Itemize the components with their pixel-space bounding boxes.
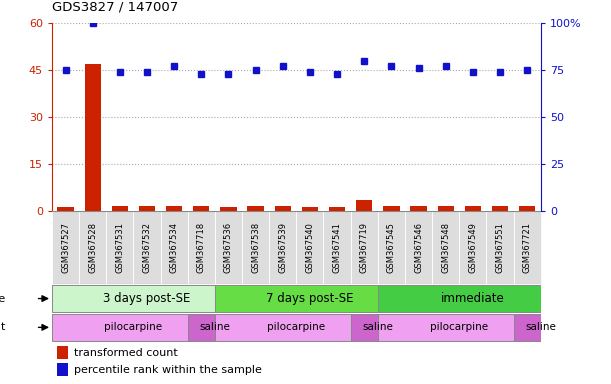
Bar (188, 211, 215, 284)
Bar (52, 313, 188, 341)
Bar (274, 207, 291, 211)
Bar (84, 64, 101, 211)
Bar (139, 205, 155, 211)
Bar (215, 285, 378, 313)
Text: GSM367721: GSM367721 (522, 222, 532, 273)
Bar (52, 211, 79, 284)
Bar (166, 206, 182, 211)
Bar (79, 211, 106, 284)
Bar (112, 207, 128, 211)
Bar (514, 313, 541, 341)
Bar (106, 211, 133, 284)
Bar (432, 211, 459, 284)
Bar (215, 313, 351, 341)
Text: GSM367546: GSM367546 (414, 222, 423, 273)
Bar (383, 207, 400, 211)
Bar (221, 207, 236, 211)
Text: GSM367719: GSM367719 (360, 222, 368, 273)
Bar (356, 200, 372, 211)
Text: GSM367545: GSM367545 (387, 222, 396, 273)
Bar (329, 207, 345, 211)
Bar (492, 206, 508, 211)
Text: GSM367532: GSM367532 (142, 222, 152, 273)
Bar (302, 207, 318, 211)
Text: saline: saline (362, 322, 393, 333)
Bar (57, 346, 68, 359)
Bar (161, 211, 188, 284)
Bar (351, 211, 378, 284)
Bar (188, 313, 215, 341)
Bar (411, 205, 426, 211)
Bar (296, 211, 323, 284)
Text: pilocarpine: pilocarpine (267, 322, 326, 333)
Bar (351, 313, 378, 341)
Text: GSM367527: GSM367527 (61, 222, 70, 273)
Text: GSM367718: GSM367718 (197, 222, 206, 273)
Bar (437, 206, 454, 211)
Text: GSM367549: GSM367549 (469, 222, 477, 273)
Text: GSM367541: GSM367541 (332, 222, 342, 273)
Bar (519, 206, 535, 211)
Text: 3 days post-SE: 3 days post-SE (103, 292, 191, 305)
Bar (378, 211, 405, 284)
Text: GSM367534: GSM367534 (170, 222, 178, 273)
Text: saline: saline (199, 322, 230, 333)
Text: pilocarpine: pilocarpine (104, 322, 163, 333)
Bar (247, 206, 264, 211)
Bar (323, 211, 351, 284)
Text: pilocarpine: pilocarpine (430, 322, 488, 333)
Text: GSM367536: GSM367536 (224, 222, 233, 273)
Text: GDS3827 / 147007: GDS3827 / 147007 (52, 0, 178, 13)
Text: time: time (0, 293, 6, 304)
Text: percentile rank within the sample: percentile rank within the sample (74, 365, 262, 375)
Bar (486, 211, 514, 284)
Bar (514, 211, 541, 284)
Text: GSM367531: GSM367531 (115, 222, 124, 273)
Bar (193, 206, 210, 211)
Text: immediate: immediate (441, 292, 505, 305)
Bar (133, 211, 161, 284)
Text: saline: saline (525, 322, 556, 333)
Text: GSM367528: GSM367528 (88, 222, 97, 273)
Bar (215, 211, 242, 284)
Bar (405, 211, 432, 284)
Text: GSM367548: GSM367548 (441, 222, 450, 273)
Bar (465, 207, 481, 211)
Text: GSM367539: GSM367539 (278, 222, 287, 273)
Text: GSM367551: GSM367551 (496, 222, 505, 273)
Text: 7 days post-SE: 7 days post-SE (266, 292, 354, 305)
Text: GSM367538: GSM367538 (251, 222, 260, 273)
Bar (378, 285, 541, 313)
Bar (57, 363, 68, 376)
Bar (269, 211, 296, 284)
Text: transformed count: transformed count (74, 348, 178, 358)
Text: agent: agent (0, 322, 6, 333)
Bar (242, 211, 269, 284)
Text: GSM367540: GSM367540 (306, 222, 315, 273)
Bar (57, 207, 74, 211)
Bar (378, 313, 514, 341)
Bar (459, 211, 486, 284)
Bar (52, 285, 215, 313)
